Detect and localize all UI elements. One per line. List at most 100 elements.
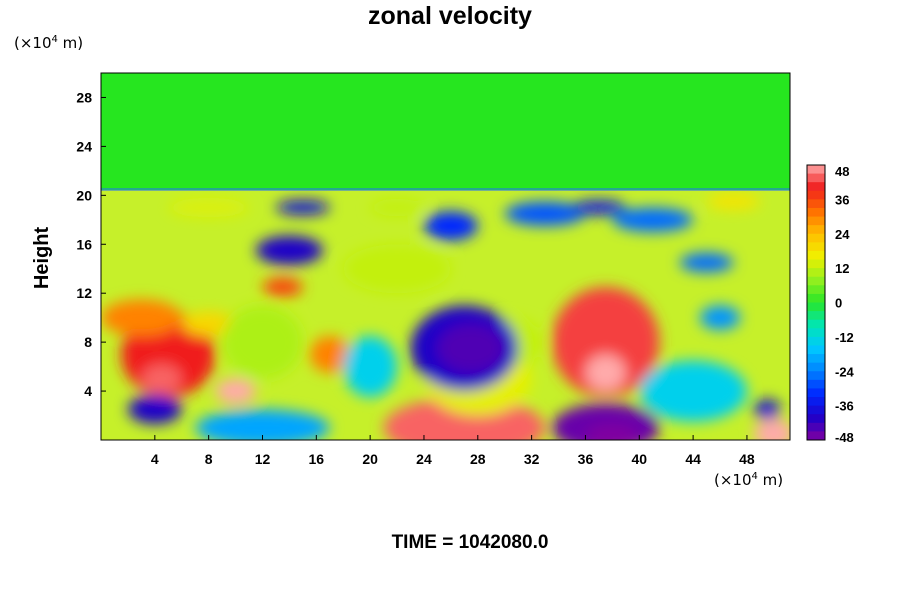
colorbar-swatch [807,371,825,381]
colorbar-swatch [807,422,825,432]
colorbar-swatch [807,336,825,346]
time-annotation: TIME = 1042080.0 [391,532,549,553]
field-feature-30 [639,360,747,422]
colorbar-swatch [807,362,825,372]
colorbar-swatch [807,414,825,424]
x-axis-unit-suffix: m) [757,471,784,489]
colorbar-swatch [807,182,825,192]
colorbar-swatch [807,216,825,226]
colorbar-swatch [807,405,825,415]
field-feature-6 [585,354,626,392]
colorbar-tick-label: 24 [835,227,850,242]
colorbar-swatch [807,431,825,441]
y-tick-label: 12 [76,285,92,301]
colorbar-swatch [807,225,825,235]
y-tick-label: 8 [84,334,92,350]
field-feature-32 [706,192,761,211]
colorbar-tick-label: 36 [835,192,849,207]
colorbar-swatch [807,233,825,243]
field-feature-18 [585,424,640,440]
colorbar-tick-label: -36 [835,399,854,414]
y-axis-unit-suffix: m) [57,34,84,52]
y-tick-label: 20 [76,187,92,203]
colorbar-swatch [807,293,825,303]
x-tick-label: 24 [416,451,432,467]
field-feature-16 [437,323,505,373]
colorbar-swatch [807,259,825,269]
field-feature-9 [262,277,303,297]
field-feature-22 [275,200,330,215]
field-feature-14 [222,305,303,379]
field-feature-24 [504,201,586,226]
colorbar-swatch [807,190,825,200]
y-axis-unit-exponent: 4 [51,34,58,45]
field-feature-26 [612,207,694,233]
colorbar-swatch [807,173,825,183]
chart-title: zonal velocity [368,2,532,30]
colorbar-swatch [807,302,825,312]
field-feature-34 [370,199,424,217]
field-feature-20 [195,409,330,440]
field-feature-28 [699,305,741,330]
field-feature-4 [181,311,236,337]
colorbar-swatch [807,199,825,209]
field-feature-8 [753,419,790,440]
colorbar-tick-label: -24 [835,364,855,379]
field-feature-23 [423,211,478,241]
velocity-field [101,192,790,440]
colorbar-swatch [807,276,825,286]
y-tick-label: 28 [76,89,92,105]
x-tick-label: 28 [470,451,486,467]
y-tick-label: 24 [76,138,92,154]
field-feature-21 [255,235,324,266]
x-axis-ticks: 4 8 12 16 20 24 28 32 36 40 44 48 [151,435,755,467]
colorbar-tick-label: -12 [835,330,854,345]
colorbar-swatch [807,165,825,175]
field-feature-19 [127,394,182,425]
field-feature-29 [753,399,781,420]
x-tick-label: 36 [578,451,594,467]
plot-area [101,73,790,440]
colorbar-labels: 48 36 24 12 0 -12 -24 -36 -48 [835,164,855,445]
x-axis-unit-exponent: 4 [751,471,758,482]
colorbar-swatch [807,268,825,278]
x-axis-unit: (×104 m) [714,471,783,489]
colorbar-swatch [807,319,825,329]
x-tick-label: 20 [362,451,378,467]
colorbar-frame [806,164,826,441]
field-feature-2 [215,378,256,404]
colorbar-swatch [807,397,825,407]
colorbar-swatch [807,379,825,389]
x-tick-label: 40 [631,451,647,467]
upper-layer-boundary [101,188,790,191]
colorbar-tick-label: 48 [835,164,849,179]
colorbar-swatch [807,311,825,321]
colorbar-swatch [807,354,825,364]
x-tick-label: 16 [309,451,325,467]
field-feature-3 [101,299,182,337]
field-feature-1 [141,364,182,394]
colorbar-tick-label: 12 [835,261,849,276]
colorbar-tick-label: 0 [835,296,842,311]
colorbar-swatch [807,285,825,295]
y-tick-label: 4 [84,383,92,399]
x-tick-label: 48 [739,451,755,467]
colorbar [806,164,826,441]
colorbar-swatch [807,388,825,398]
colorbar-swatch [807,328,825,338]
plot-frame [100,72,791,441]
x-tick-label: 8 [205,451,213,467]
colorbar-swatch [807,242,825,252]
field-feature-25 [571,200,626,215]
field-feature-27 [679,252,734,273]
y-axis-unit: (×104 m) [14,34,83,52]
y-axis-ticks: 4 8 12 16 20 24 28 [76,89,106,399]
colorbar-tick-label: -48 [835,430,854,445]
field-feature-33 [168,197,250,218]
field-feature-31 [343,336,398,398]
upper-uniform-layer [101,73,790,190]
colorbar-swatch [807,250,825,261]
y-axis-unit-prefix: (×10 [14,34,52,52]
colorbar-swatch [807,207,825,218]
